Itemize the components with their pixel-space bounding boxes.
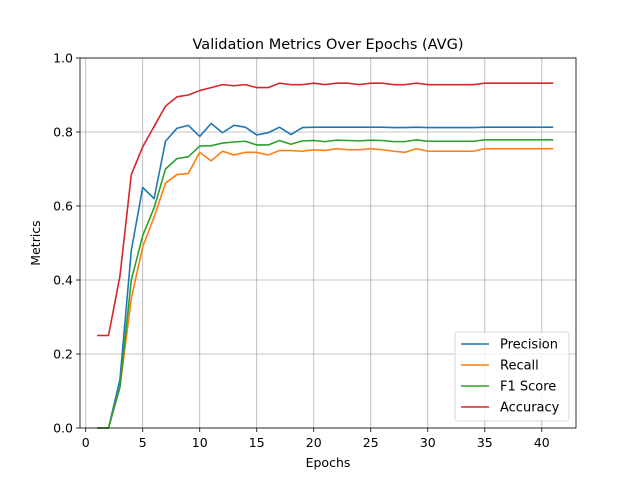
- x-tick-label: 0: [82, 435, 90, 450]
- legend-label-accuracy: Accuracy: [500, 401, 560, 416]
- series-line-accuracy: [97, 82, 554, 337]
- plot-frame: [79, 57, 577, 429]
- legend-label-precision: Precision: [500, 338, 558, 353]
- series-line-f1-score: [97, 138, 554, 429]
- x-tick-label: 10: [192, 435, 208, 450]
- x-tick-label: 30: [420, 435, 436, 450]
- x-tick-label: 5: [139, 435, 147, 450]
- x-axis-label: Epochs: [306, 455, 351, 470]
- series-lines: [97, 82, 554, 429]
- x-tick-label: 25: [363, 435, 379, 450]
- legend-box: [454, 331, 570, 422]
- y-tick-label: 0.0: [53, 421, 73, 436]
- x-tick-label: 40: [534, 435, 550, 450]
- y-tick-label: 0.8: [53, 125, 73, 140]
- legend-label-f1-score: F1 Score: [500, 380, 556, 395]
- x-tick-label: 15: [249, 435, 265, 450]
- series-line-precision: [97, 122, 554, 429]
- x-tick-label: 20: [306, 435, 322, 450]
- legend: Precision Recall F1 Score Accuracy: [454, 331, 570, 422]
- y-axis-label: Metrics: [28, 220, 43, 265]
- legend-label-recall: Recall: [500, 359, 539, 374]
- y-tick-label: 0.6: [53, 199, 73, 214]
- y-tick-label: 1.0: [53, 51, 73, 66]
- axis-ticks: 0 5 10 15 20 25 30 35 40 0.0 0.2 0.4 0.6 0.8 1.0: [53, 51, 550, 451]
- y-tick-label: 0.2: [53, 347, 73, 362]
- chart-title: Validation Metrics Over Epochs (AVG): [193, 37, 464, 53]
- series-line-recall: [97, 147, 554, 429]
- y-tick-label: 0.4: [53, 273, 73, 288]
- x-tick-label: 35: [477, 435, 493, 450]
